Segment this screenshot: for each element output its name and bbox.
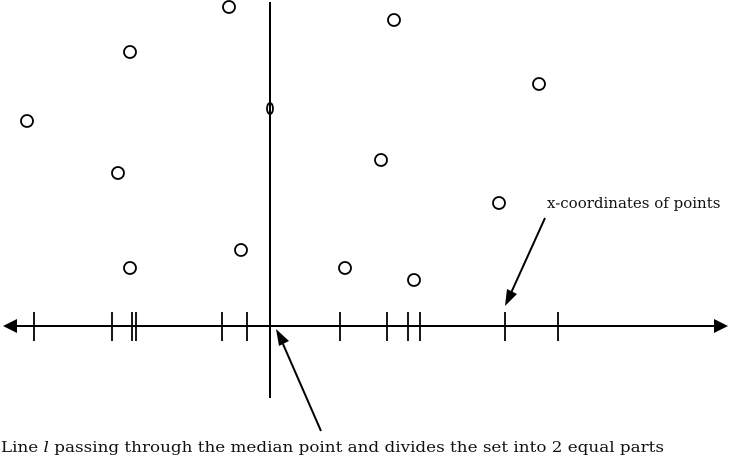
point [492,196,506,210]
point [20,114,34,128]
point [387,13,401,27]
point [374,153,388,167]
point [532,77,546,91]
point [338,261,352,275]
right-arrowhead [714,319,728,333]
pointer-line [282,343,322,432]
number-line [3,319,728,333]
point [111,166,125,180]
point [123,261,137,275]
point [222,0,236,14]
points [20,0,546,287]
left-arrowhead [3,319,17,333]
point [123,45,137,59]
x-coordinates-pointer [505,217,546,306]
caption: Line l passing through the median point … [1,438,664,456]
pointer-line [510,217,546,294]
point [234,243,248,257]
pointer-arrowhead [505,289,517,306]
median-pointer [276,329,322,432]
x-coordinate-ticks [33,312,559,341]
point [407,273,421,287]
pointer-arrowhead [276,329,289,346]
x-coordinates-label: x-coordinates of points [547,194,720,212]
